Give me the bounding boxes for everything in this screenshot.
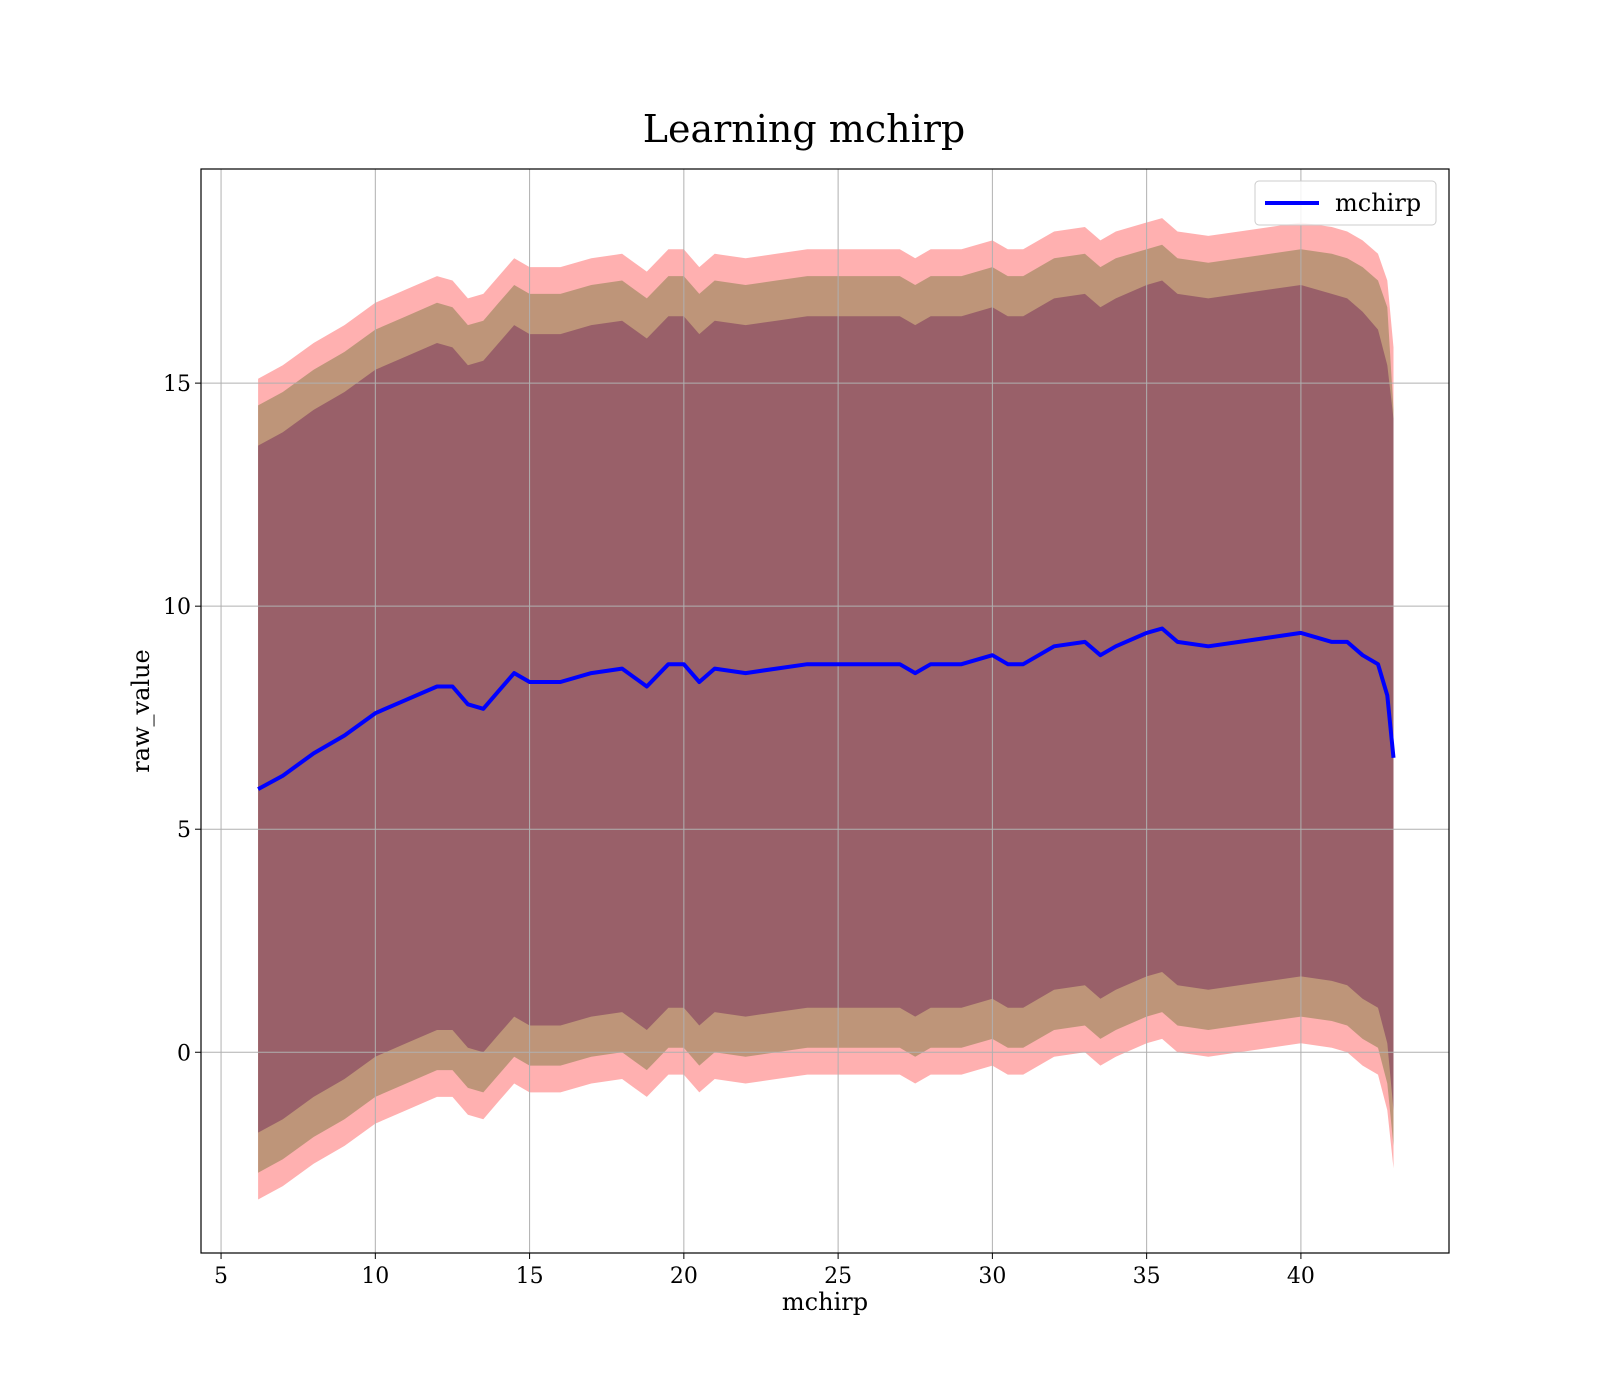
confidence-bands bbox=[258, 218, 1394, 1200]
x-axis-label: mchirp bbox=[782, 1288, 868, 1316]
mean-line-layer bbox=[257, 626, 1396, 791]
x-tick-label: 20 bbox=[670, 1264, 698, 1289]
legend-box bbox=[1254, 180, 1437, 226]
y-tick-label: 5 bbox=[177, 818, 191, 843]
x-tick-label: 5 bbox=[214, 1264, 228, 1289]
chart-title: Learning mchirp bbox=[643, 107, 965, 151]
band-inner bbox=[258, 280, 1394, 1133]
x-tick-label: 10 bbox=[361, 1264, 389, 1289]
x-tick-label: 15 bbox=[516, 1264, 544, 1289]
y-axis-label: raw_value bbox=[127, 649, 155, 773]
x-tick-label: 30 bbox=[978, 1264, 1006, 1289]
y-axis-ticks: 0 5 10 15 bbox=[163, 372, 201, 1066]
x-axis-ticks: 5 10 15 20 25 30 35 40 bbox=[214, 1253, 1315, 1289]
y-tick-label: 15 bbox=[163, 372, 191, 397]
x-tick-label: 40 bbox=[1287, 1264, 1315, 1289]
x-tick-label: 35 bbox=[1133, 1264, 1161, 1289]
y-tick-label: 0 bbox=[177, 1041, 191, 1066]
grid-lines bbox=[201, 169, 1449, 1253]
series-line-mchirp bbox=[257, 626, 1396, 791]
legend: mchirp bbox=[1254, 180, 1437, 226]
legend-label-mchirp: mchirp bbox=[1335, 189, 1421, 217]
x-tick-label: 25 bbox=[824, 1264, 852, 1289]
y-tick-label: 10 bbox=[163, 595, 191, 620]
plot-frame bbox=[200, 168, 1450, 1254]
